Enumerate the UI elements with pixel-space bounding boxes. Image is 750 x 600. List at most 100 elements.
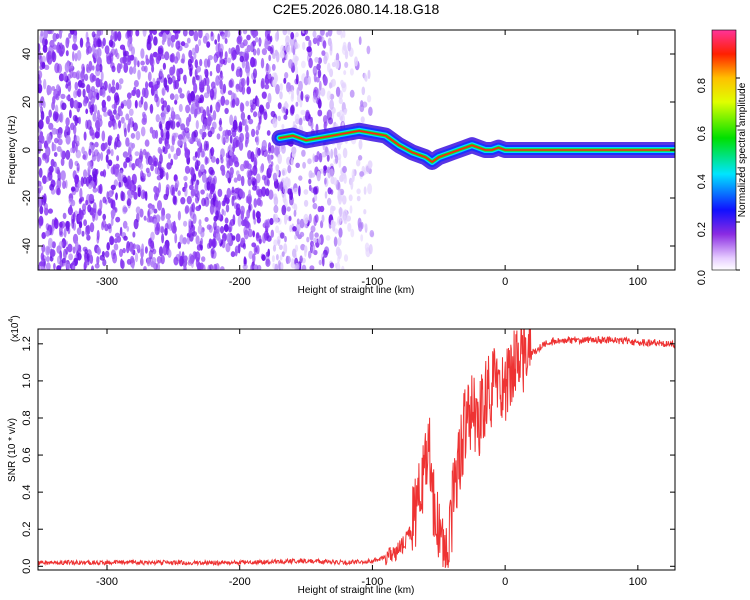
- noise-speck: [261, 139, 267, 151]
- noise-speck: [155, 114, 160, 123]
- noise-speck: [126, 30, 130, 39]
- noise-speck: [170, 41, 174, 48]
- noise-speck: [167, 249, 172, 258]
- noise-speck: [39, 205, 44, 215]
- noise-speck: [45, 230, 50, 237]
- noise-speck: [174, 99, 178, 105]
- noise-speck: [323, 75, 328, 86]
- noise-speck: [313, 194, 318, 202]
- noise-speck: [258, 104, 264, 113]
- noise-speck: [145, 54, 149, 61]
- noise-speck: [194, 151, 198, 159]
- noise-speck: [194, 59, 198, 69]
- noise-speck: [204, 217, 209, 222]
- noise-speck: [340, 30, 344, 39]
- noise-speck: [41, 55, 46, 63]
- noise-speck: [258, 115, 262, 125]
- noise-speck: [291, 146, 297, 155]
- noise-speck: [350, 228, 355, 238]
- noise-speck: [339, 174, 344, 183]
- noise-speck: [200, 189, 205, 195]
- noise-speck: [244, 124, 249, 133]
- noise-speck: [105, 52, 111, 61]
- noise-speck: [164, 51, 170, 61]
- noise-speck: [303, 189, 309, 195]
- noise-speck: [357, 155, 363, 161]
- noise-speck: [209, 70, 213, 77]
- noise-speck: [308, 39, 312, 48]
- noise-speck: [232, 119, 238, 131]
- noise-speck: [298, 185, 301, 197]
- noise-speck: [265, 101, 270, 110]
- noise-speck: [252, 253, 256, 264]
- noise-speck: [166, 84, 170, 93]
- noise-speck: [342, 30, 346, 38]
- noise-speck: [219, 56, 224, 68]
- noise-speck: [44, 39, 48, 46]
- noise-speck: [38, 43, 41, 52]
- noise-speck: [246, 169, 251, 178]
- x-tick-label: 100: [629, 576, 647, 588]
- noise-speck: [50, 249, 56, 257]
- noise-speck: [140, 48, 145, 59]
- noise-speck: [333, 236, 338, 247]
- noise-speck: [43, 78, 47, 90]
- noise-speck: [303, 213, 309, 225]
- noise-speck: [224, 99, 230, 106]
- noise-speck: [154, 93, 159, 103]
- noise-speck: [237, 215, 242, 227]
- snr-series-line: [38, 329, 675, 568]
- noise-speck: [315, 76, 320, 83]
- noise-speck: [274, 263, 279, 270]
- noise-speck: [261, 254, 266, 261]
- noise-speck: [215, 101, 221, 113]
- noise-speck: [178, 103, 183, 113]
- noise-speck: [97, 39, 103, 48]
- noise-speck: [119, 110, 123, 117]
- noise-speck: [286, 206, 291, 212]
- noise-speck: [51, 127, 57, 135]
- snr-y-label: SNR (10 * v/v): [7, 418, 18, 482]
- noise-speck: [330, 176, 335, 185]
- noise-speck: [277, 115, 281, 122]
- noise-speck: [82, 177, 87, 185]
- noise-speck: [76, 227, 82, 235]
- noise-speck: [136, 88, 141, 98]
- noise-speck: [254, 37, 259, 43]
- noise-speck: [202, 131, 207, 138]
- noise-speck: [178, 87, 183, 94]
- noise-speck: [195, 205, 201, 212]
- noise-speck: [125, 157, 131, 163]
- noise-speck: [52, 143, 57, 152]
- noise-speck: [46, 85, 52, 95]
- noise-speck: [137, 60, 140, 68]
- noise-speck: [67, 243, 73, 253]
- noise-speck: [231, 235, 236, 241]
- noise-speck: [199, 81, 204, 89]
- noise-speck: [97, 118, 103, 127]
- noise-speck: [251, 242, 257, 248]
- noise-speck: [157, 47, 163, 55]
- noise-speck: [361, 86, 366, 96]
- noise-speck: [252, 68, 258, 79]
- noise-speck: [307, 158, 312, 165]
- noise-speck: [326, 90, 332, 101]
- noise-speck: [217, 188, 223, 198]
- noise-speck: [308, 184, 312, 192]
- noise-speck: [181, 130, 185, 140]
- noise-speck: [73, 124, 77, 135]
- noise-speck: [45, 115, 50, 125]
- x-tick-label: 0: [502, 276, 508, 288]
- noise-speck: [250, 264, 253, 270]
- noise-speck: [349, 89, 355, 98]
- noise-speck: [126, 226, 130, 232]
- noise-speck: [329, 262, 335, 269]
- noise-speck: [99, 63, 103, 73]
- noise-speck: [348, 194, 353, 202]
- noise-speck: [183, 175, 188, 182]
- noise-speck: [247, 228, 253, 238]
- noise-speck: [108, 120, 113, 128]
- spectrogram-y-axis: 40 20 0 -20 -40: [21, 48, 675, 254]
- noise-speck: [127, 39, 131, 48]
- noise-speck: [301, 60, 306, 69]
